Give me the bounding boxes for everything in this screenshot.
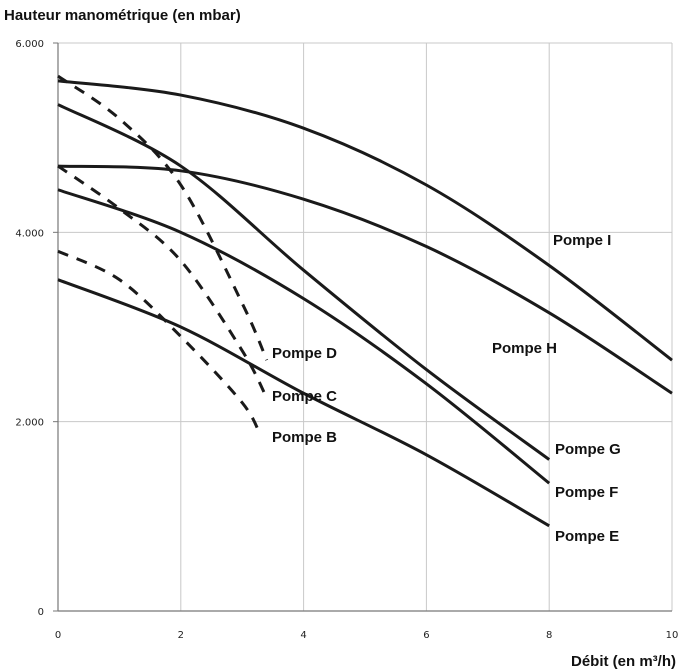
axes (53, 42, 672, 612)
x-tick-label: 0 (55, 630, 61, 641)
series-label-pompe-g: Pompe G (555, 441, 621, 458)
y-tick-label: 6.000 (15, 39, 44, 50)
y-tick-label: 0 (38, 607, 44, 618)
series-line-pompe-e (57, 278, 550, 528)
series-label-pompe-e: Pompe E (555, 528, 619, 545)
series-label-pompe-d: Pompe D (272, 345, 337, 362)
x-tick-label: 6 (423, 630, 429, 641)
tick-labels: 0 2 4 6 8 10 0 2.000 4.000 6.000 (15, 39, 678, 641)
x-axis-title: Débit (en m³/h) (571, 653, 676, 670)
series-line-pompe-d (57, 74, 269, 361)
series-line-pompe-h (57, 164, 673, 395)
grid (57, 42, 673, 612)
series-label-pompe-h: Pompe H (492, 340, 557, 357)
series-labels: Pompe B Pompe C Pompe D Pompe E Pompe F Pompe… (272, 232, 621, 545)
series-lines (57, 74, 673, 528)
series-label-pompe-c: Pompe C (272, 388, 337, 405)
x-tick-label: 10 (666, 630, 679, 641)
x-tick-label: 4 (300, 630, 306, 641)
y-tick-label: 4.000 (15, 228, 44, 239)
series-line-pompe-f (57, 188, 551, 485)
series-label-pompe-i: Pompe I (553, 232, 611, 249)
y-tick-label: 2.000 (15, 418, 44, 429)
series-label-pompe-b: Pompe B (272, 429, 337, 446)
x-tick-label: 8 (546, 630, 552, 641)
x-tick-label: 2 (178, 630, 184, 641)
y-axis-title: Hauteur manométrique (en mbar) (4, 7, 241, 24)
series-line-pompe-b (57, 249, 262, 437)
series-line-pompe-i (57, 79, 673, 362)
series-line-pompe-g (57, 103, 551, 461)
series-label-pompe-f: Pompe F (555, 484, 618, 501)
